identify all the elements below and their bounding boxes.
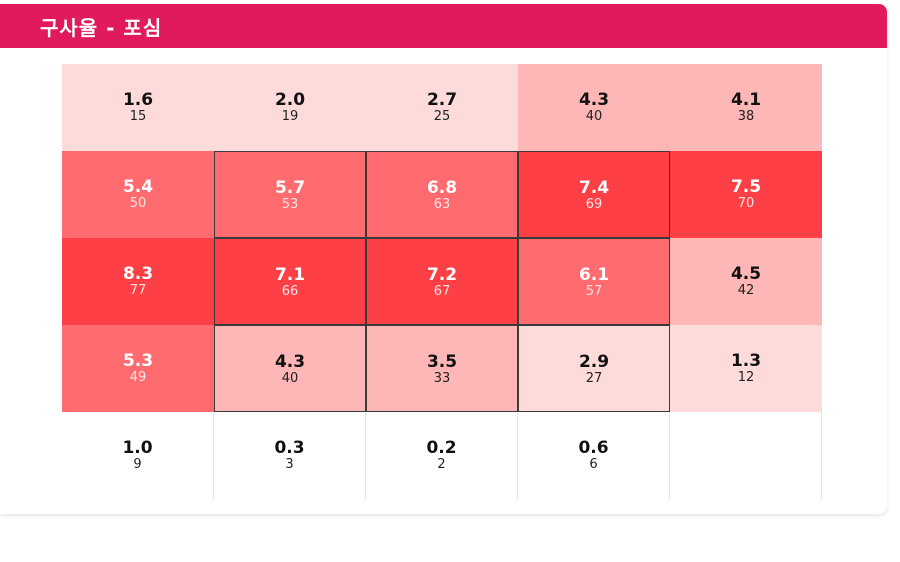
zone-cell: 1.0 9	[62, 412, 214, 499]
zone-cell-percent: 2.0	[274, 90, 306, 110]
zone-cell-percent: 0.2	[426, 438, 457, 458]
zone-cell-count: 6	[589, 457, 598, 472]
zone-cell: 0.2 2	[366, 412, 518, 499]
zone-cell: 1.3 12	[670, 325, 822, 412]
zone-cell: 2.9 27	[518, 325, 670, 412]
zone-cell-percent: 7.5	[730, 177, 762, 197]
zone-cell-percent: 5.7	[274, 178, 306, 198]
zone-cell: 6.1 57	[518, 238, 670, 325]
zone-cell: 3.5 33	[366, 325, 518, 412]
zone-cell-count: 12	[737, 370, 755, 385]
zone-cell: 7.1 66	[214, 238, 366, 325]
zone-cell-percent: 6.1	[578, 265, 610, 285]
zone-cell-count: 25	[433, 109, 451, 124]
zone-cell: 2.0 19	[214, 64, 366, 151]
zone-cell-percent: 4.3	[578, 90, 610, 110]
zone-cell-count: 67	[433, 284, 451, 299]
zone-cell-count: 50	[129, 196, 147, 211]
zone-cell: 0.6 6	[518, 412, 670, 499]
zone-cell-percent: 8.3	[122, 264, 154, 284]
zone-cell-percent: 2.7	[426, 90, 458, 110]
panel-title: 구사율 - 포심	[40, 16, 163, 40]
zone-cell-count: 15	[129, 109, 147, 124]
zone-cell-percent: 1.3	[730, 351, 762, 371]
zone-cell-count: 66	[281, 284, 299, 299]
zone-cell-count: 27	[585, 371, 603, 386]
zone-cell: 4.1 38	[670, 64, 822, 151]
zone-cell-percent: 1.6	[122, 90, 154, 110]
zone-cell-count: 40	[585, 109, 603, 124]
zone-cell-percent: 5.4	[122, 177, 154, 197]
zone-cell: 4.5 42	[670, 238, 822, 325]
zone-cell	[670, 412, 822, 499]
zone-cell-count: 69	[585, 197, 603, 212]
zone-cell-count: 38	[737, 109, 755, 124]
zone-cell-count: 53	[281, 197, 299, 212]
zone-cell-percent: 4.5	[730, 264, 762, 284]
zone-cell: 7.4 69	[518, 151, 670, 238]
pitch-zone-panel: 구사율 - 포심 1.6 15 2.0 19 2.7 25 4.3 40 4.1 38 5.4 50 5…	[0, 4, 887, 514]
zone-cell-percent: 4.3	[274, 352, 306, 372]
zone-cell: 8.3 77	[62, 238, 214, 325]
zone-cell-percent: 3.5	[426, 352, 458, 372]
zone-cell-count: 3	[285, 457, 294, 472]
zone-cell: 5.7 53	[214, 151, 366, 238]
zone-cell: 2.7 25	[366, 64, 518, 151]
zone-cell-percent: 6.8	[426, 178, 458, 198]
zone-cell-percent: 7.1	[274, 265, 306, 285]
zone-cell-count: 40	[281, 371, 299, 386]
zone-cell: 0.3 3	[214, 412, 366, 499]
zone-cell-percent: 7.4	[578, 178, 610, 198]
zone-cell-count: 49	[129, 370, 147, 385]
zone-cell: 1.6 15	[62, 64, 214, 151]
zone-cell-count: 42	[737, 283, 755, 298]
zone-cell-count: 33	[433, 371, 451, 386]
zone-cell-percent: 4.1	[730, 90, 762, 110]
zone-cell: 4.3 40	[518, 64, 670, 151]
zone-cell-percent: 5.3	[122, 351, 154, 371]
zone-cell: 4.3 40	[214, 325, 366, 412]
zone-cell-count: 2	[437, 457, 446, 472]
zone-cell-percent: 0.6	[578, 438, 609, 458]
zone-cell-count: 63	[433, 197, 451, 212]
zone-cell-count: 77	[129, 283, 147, 298]
zone-cell: 7.2 67	[366, 238, 518, 325]
zone-cell-percent: 7.2	[426, 265, 458, 285]
zone-cell-count: 19	[281, 109, 299, 124]
zone-cell: 6.8 63	[366, 151, 518, 238]
panel-header: 구사율 - 포심	[0, 4, 887, 48]
zone-cell: 5.4 50	[62, 151, 214, 238]
zone-cell: 5.3 49	[62, 325, 214, 412]
zone-cell-percent: 2.9	[578, 352, 610, 372]
zone-cell-count: 9	[133, 457, 142, 472]
zone-heatmap: 1.6 15 2.0 19 2.7 25 4.3 40 4.1 38 5.4 50 5.7 53 6.8 63…	[62, 64, 822, 500]
zone-cell-percent: 1.0	[122, 438, 153, 458]
zone-cell-count: 70	[737, 196, 755, 211]
zone-cell: 7.5 70	[670, 151, 822, 238]
zone-cell-percent: 0.3	[274, 438, 305, 458]
zone-cell-count: 57	[585, 284, 603, 299]
